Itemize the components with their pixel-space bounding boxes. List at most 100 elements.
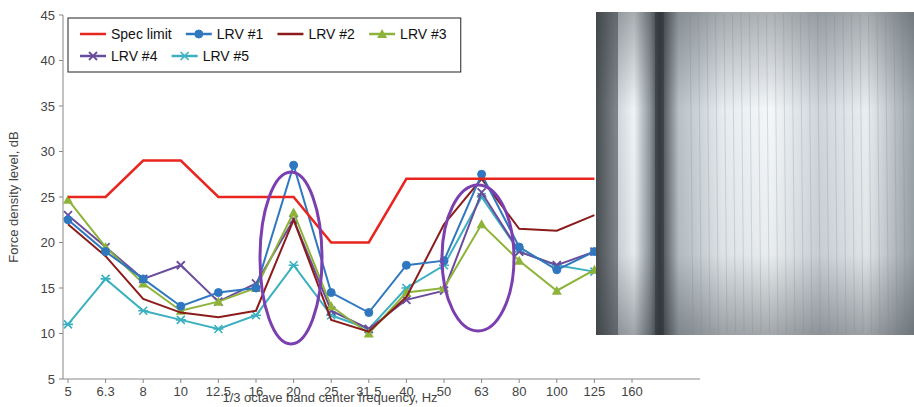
data-point xyxy=(328,317,334,323)
x-tick xyxy=(143,379,144,383)
data-point xyxy=(554,228,560,234)
photo-base xyxy=(596,12,914,335)
photo-line xyxy=(860,14,863,333)
legend-label: LRV #3 xyxy=(400,26,447,42)
photo-line xyxy=(792,14,795,333)
series-line xyxy=(68,197,594,329)
legend-line xyxy=(277,33,303,36)
data-point xyxy=(139,275,147,283)
data-point xyxy=(291,194,297,200)
photo-line xyxy=(801,14,804,333)
x-tick xyxy=(444,379,445,383)
data-point xyxy=(64,216,72,224)
series-line xyxy=(68,161,594,243)
x-axis-title: 1/3 octave band center frequency, Hz xyxy=(222,390,437,405)
photo-line xyxy=(835,14,838,333)
photo-line xyxy=(775,14,778,333)
y-tick xyxy=(59,333,63,334)
photo-line xyxy=(809,14,812,333)
y-tick-label: 25 xyxy=(41,190,55,205)
legend-marker xyxy=(89,52,97,60)
data-point xyxy=(554,176,560,182)
data-point xyxy=(328,240,334,246)
y-tick xyxy=(59,242,63,243)
x-tick-label: 50 xyxy=(437,384,451,399)
x-tick-label: 100 xyxy=(546,384,568,399)
data-point xyxy=(176,316,186,324)
data-point xyxy=(552,286,562,295)
photo-line xyxy=(826,14,829,333)
data-point xyxy=(402,261,410,269)
legend-label: LRV #5 xyxy=(203,48,250,64)
data-point xyxy=(139,275,147,283)
photo-line xyxy=(716,14,719,333)
y-tick xyxy=(59,151,63,152)
photo xyxy=(596,12,914,335)
x-tick xyxy=(331,379,332,383)
data-point xyxy=(366,329,372,335)
data-point xyxy=(479,176,485,182)
photo-line xyxy=(852,14,855,333)
data-point xyxy=(215,314,221,320)
photo-line xyxy=(724,14,727,333)
data-point xyxy=(477,219,487,228)
data-point xyxy=(253,308,259,314)
x-tick xyxy=(68,379,69,383)
photo-line xyxy=(843,14,846,333)
x-tick xyxy=(594,379,595,383)
y-tick-label: 5 xyxy=(48,372,55,387)
series-line xyxy=(68,165,594,312)
data-point xyxy=(403,176,409,182)
photo-line xyxy=(699,14,702,333)
x-tick xyxy=(632,379,633,383)
photo-line xyxy=(886,14,889,333)
data-point xyxy=(140,158,146,164)
x-tick xyxy=(519,379,520,383)
legend-marker xyxy=(180,52,190,60)
y-tick-label: 15 xyxy=(41,281,55,296)
photo-line xyxy=(818,14,821,333)
series-line xyxy=(68,179,594,332)
chart: 5101520253035404556.381012.516202531.540… xyxy=(0,0,914,407)
y-tick xyxy=(59,379,63,380)
x-tick xyxy=(180,379,181,383)
y-tick-label: 20 xyxy=(41,235,55,250)
y-tick-label: 40 xyxy=(41,53,55,68)
data-point xyxy=(214,289,222,297)
series-line xyxy=(68,200,594,334)
photo-edge xyxy=(596,12,618,335)
data-point xyxy=(213,325,223,333)
photo-line xyxy=(750,14,753,333)
data-point xyxy=(514,256,524,265)
data-point xyxy=(65,194,71,200)
photo-line xyxy=(903,14,906,333)
data-point xyxy=(289,207,299,216)
y-tick xyxy=(59,106,63,107)
x-tick-label: 6.3 xyxy=(97,384,115,399)
photo-shade xyxy=(596,12,914,335)
plot-area xyxy=(63,158,599,338)
data-point xyxy=(253,194,259,200)
data-point xyxy=(553,266,561,274)
y-tick-label: 45 xyxy=(41,8,55,23)
data-point xyxy=(478,188,486,196)
data-point xyxy=(516,176,522,182)
data-point xyxy=(252,284,260,292)
legend-marker xyxy=(90,31,96,37)
photo-groove xyxy=(655,12,664,335)
photo-line xyxy=(733,14,736,333)
legend-label: Spec limit xyxy=(111,26,172,42)
data-point xyxy=(516,226,522,232)
legend-marker xyxy=(287,31,293,37)
x-tick xyxy=(105,379,106,383)
legend-line xyxy=(80,33,106,36)
photo-line xyxy=(869,14,872,333)
data-point xyxy=(251,283,261,292)
data-point xyxy=(441,176,447,182)
legend-marker xyxy=(195,30,203,38)
data-point xyxy=(366,240,372,246)
y-tick-label: 35 xyxy=(41,99,55,114)
x-tick-label: 160 xyxy=(621,384,643,399)
x-tick xyxy=(481,379,482,383)
legend-marker xyxy=(377,29,387,38)
